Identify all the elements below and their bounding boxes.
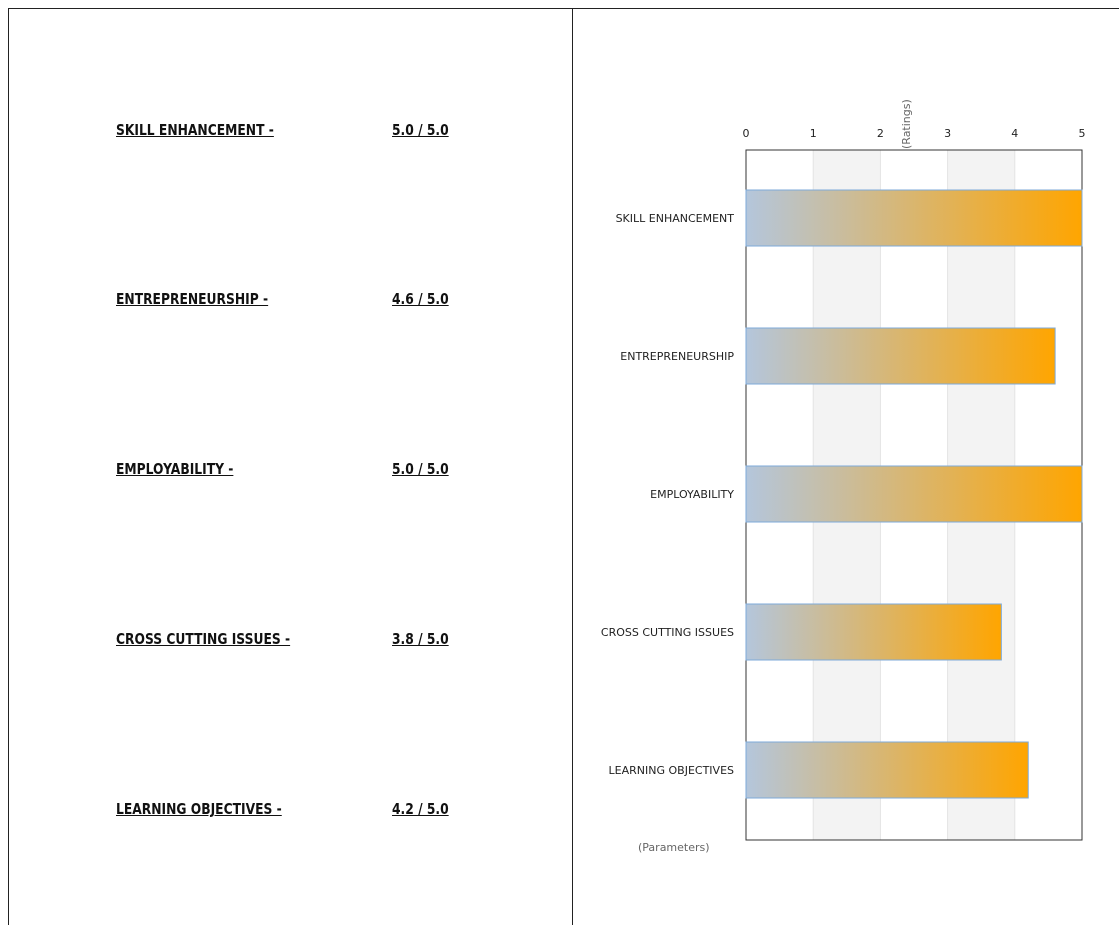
frame-left-line: [8, 8, 9, 925]
y-axis-title: (Parameters): [638, 841, 710, 854]
rating-label: EMPLOYABILITY -: [116, 460, 234, 478]
rating-label: CROSS CUTTING ISSUES -: [116, 630, 291, 648]
category-label: ENTREPRENEURSHIP: [620, 350, 734, 363]
frame-top-line: [8, 8, 1119, 9]
x-axis-title: (Ratings): [900, 99, 913, 149]
rating-label: ENTREPRENEURSHIP -: [116, 290, 269, 308]
frame-divider-line: [572, 8, 573, 925]
rating-value: 5.0 / 5.0: [392, 460, 449, 478]
x-tick-label: 4: [1011, 127, 1018, 140]
bar: [745, 327, 1056, 385]
bar: [745, 189, 1083, 247]
rating-value: 5.0 / 5.0: [392, 121, 449, 139]
rating-row-skill-enhancement: SKILL ENHANCEMENT - 5.0 / 5.0: [0, 121, 560, 151]
rating-value: 3.8 / 5.0: [392, 630, 449, 648]
x-tick-label: 2: [877, 127, 884, 140]
ratings-bar-chart: 0 1 2 3 4 5 SKILL ENHANCEMENT ENTREPRENEURSHIP…: [601, 99, 1086, 854]
bar: [745, 603, 1002, 661]
x-tick-label: 5: [1079, 127, 1086, 140]
x-tick-labels: 0 1 2 3 4 5: [743, 127, 1086, 140]
bar: [745, 465, 1083, 523]
rating-row-cross-cutting-issues: CROSS CUTTING ISSUES - 3.8 / 5.0: [0, 630, 560, 660]
bars: [745, 189, 1083, 799]
rating-row-entrepreneurship: ENTREPRENEURSHIP - 4.6 / 5.0: [0, 290, 560, 320]
rating-value: 4.2 / 5.0: [392, 800, 449, 818]
bar: [745, 741, 1029, 799]
category-label: LEARNING OBJECTIVES: [609, 764, 734, 777]
x-tick-label: 3: [944, 127, 951, 140]
rating-label: SKILL ENHANCEMENT -: [116, 121, 274, 139]
rating-label: LEARNING OBJECTIVES -: [116, 800, 282, 818]
category-labels: SKILL ENHANCEMENT ENTREPRENEURSHIP EMPLOYA…: [601, 212, 734, 777]
x-tick-label: 1: [810, 127, 817, 140]
category-label: SKILL ENHANCEMENT: [616, 212, 735, 225]
category-label: EMPLOYABILITY: [650, 488, 734, 501]
rating-row-learning-objectives: LEARNING OBJECTIVES - 4.2 / 5.0: [0, 800, 560, 830]
rating-value: 4.6 / 5.0: [392, 290, 449, 308]
rating-row-employability: EMPLOYABILITY - 5.0 / 5.0: [0, 460, 560, 490]
x-tick-label: 0: [743, 127, 750, 140]
category-label: CROSS CUTTING ISSUES: [601, 626, 734, 639]
